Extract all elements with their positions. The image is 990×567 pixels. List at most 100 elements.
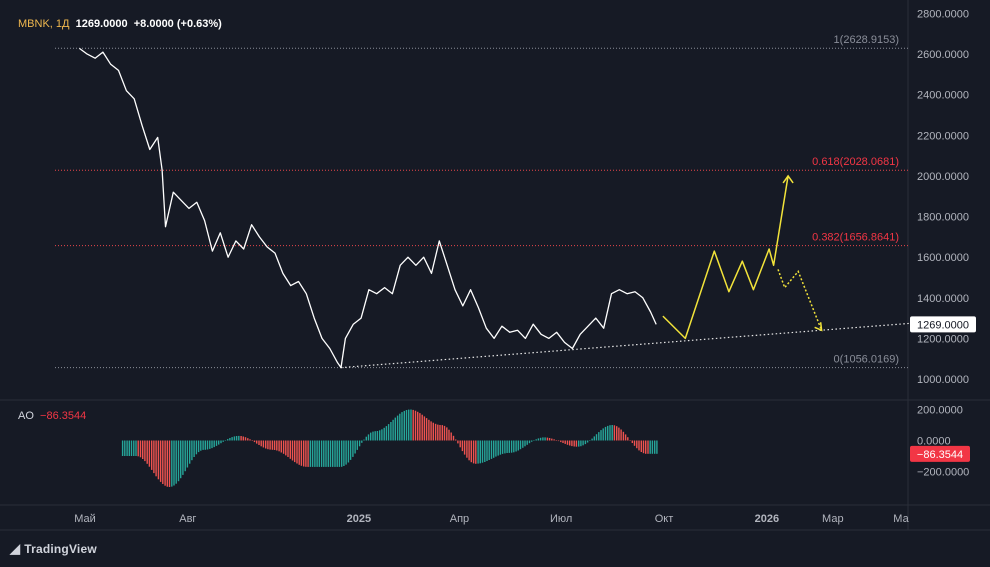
ao-bar (177, 440, 180, 482)
ao-bar (602, 428, 604, 441)
ao-bar (354, 440, 356, 454)
ao-bar (273, 440, 276, 450)
x-tick-label: Ма (893, 513, 909, 525)
ao-bar (428, 419, 430, 441)
ao-bar (327, 440, 329, 467)
x-tick-label: Июл (550, 513, 572, 525)
price-change: +8.0000 (+0.63%) (133, 18, 222, 30)
ao-bar (316, 440, 318, 467)
ao-bar (218, 440, 220, 445)
ao-bar (546, 437, 549, 441)
ao-bar (309, 440, 312, 467)
ao-bar (256, 440, 258, 444)
ao-bar (265, 440, 267, 449)
ao-bar (461, 440, 464, 452)
ao-bar (399, 413, 401, 441)
ao-bar (213, 440, 215, 448)
projection-path[interactable] (662, 174, 823, 340)
ao-bar (450, 432, 452, 441)
ao-bar (155, 440, 157, 477)
ao-bar (387, 424, 390, 441)
ao-bar (573, 440, 575, 447)
ao-bar (640, 440, 642, 452)
ao-y-tick-label: −200.0000 (917, 467, 969, 479)
ao-bar (636, 440, 638, 449)
ao-bar (182, 440, 184, 475)
chart-header: MBNK, 1Д 1269.0000 +8.0000 (+0.63%) (18, 18, 222, 30)
ao-bar (247, 438, 249, 441)
ao-bar (553, 439, 555, 441)
ao-bar (620, 429, 622, 441)
ao-bar (421, 414, 423, 441)
ao-bar (575, 440, 578, 447)
ao-value: −86.3544 (40, 410, 87, 422)
ao-bar (135, 440, 137, 456)
ao-bar (455, 439, 457, 441)
ao-bar (510, 440, 513, 453)
ao-bar (642, 440, 645, 454)
brand-name: TradingView (24, 542, 97, 556)
ao-bar (356, 440, 358, 450)
ao-bar (506, 440, 508, 453)
x-tick-label: Авг (179, 513, 196, 525)
ao-bar (166, 440, 168, 487)
ao-bar (341, 440, 343, 467)
price-line (79, 47, 657, 369)
ao-bar (282, 440, 285, 454)
ao-bar (463, 440, 466, 455)
ao-bar (195, 440, 198, 455)
ao-bar (479, 440, 481, 464)
ao-bar (390, 422, 392, 441)
ao-bar (560, 440, 562, 443)
ao-bar (323, 440, 325, 467)
y-tick-label: 2600.0000 (917, 49, 969, 61)
ao-bar (647, 440, 649, 454)
ao-bar (240, 436, 242, 441)
ao-bar (515, 440, 517, 452)
ao-bar (499, 440, 502, 455)
ao-bar (582, 440, 584, 446)
ao-bar (215, 440, 218, 446)
ao-bar (180, 440, 182, 479)
ao-bar (396, 415, 399, 441)
ao-bar (629, 440, 631, 441)
price-series (79, 47, 657, 369)
ao-bar (289, 440, 291, 459)
ao-bar (363, 439, 365, 441)
ao-bar (238, 435, 240, 441)
ao-bar (291, 440, 294, 461)
ao-bar (325, 440, 327, 467)
ao-bar (497, 440, 499, 456)
ao-bar (280, 440, 282, 453)
ao-bar (417, 411, 419, 441)
ao-bar (151, 440, 153, 470)
ao-bar (298, 440, 300, 465)
ao-label: AO (18, 410, 34, 422)
ao-bar (493, 440, 495, 458)
ao-bar (542, 437, 544, 441)
ao-bar (459, 440, 461, 448)
ao-bar (589, 440, 591, 441)
ao-bar (517, 440, 519, 451)
ao-bar (555, 440, 557, 441)
ao-bar (352, 440, 354, 457)
grid-lines (0, 0, 990, 531)
ao-bar (569, 440, 571, 446)
ao-bar (244, 437, 247, 441)
ao-bar (392, 419, 394, 441)
tradingview-logo[interactable]: ◢ TradingView (10, 541, 97, 557)
ao-bar (439, 425, 441, 441)
ao-bar (654, 440, 656, 454)
ao-bar (249, 439, 251, 441)
ao-bar (539, 437, 542, 441)
y-tick-label: 1400.0000 (917, 293, 969, 305)
ao-bar (508, 440, 510, 453)
ao-bar (347, 440, 350, 463)
price-value: 1269.0000 (75, 18, 128, 30)
ao-bar (200, 440, 202, 451)
x-tick-label: Мар (822, 513, 844, 525)
ao-bar (490, 440, 493, 459)
ao-bar (133, 440, 135, 456)
ao-bar (137, 440, 139, 457)
